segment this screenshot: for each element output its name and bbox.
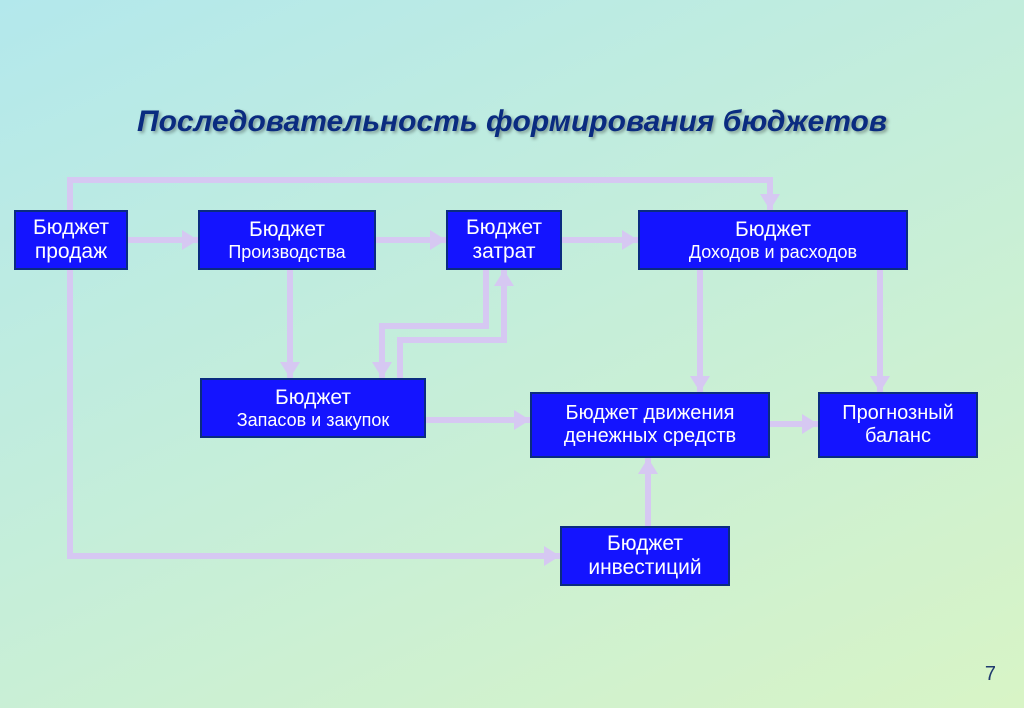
node-balance-line1: Прогнозный [842, 402, 954, 425]
node-supplies-line2: Запасов и закупок [237, 410, 389, 431]
node-pnl-line2: Доходов и расходов [689, 242, 857, 263]
node-balance: Прогнозныйбаланс [818, 392, 978, 458]
node-production-line2: Производства [228, 242, 345, 263]
node-cashflow: Бюджет движенияденежных средств [530, 392, 770, 458]
node-invest-line2: инвестиций [588, 556, 701, 580]
node-costs: Бюджетзатрат [446, 210, 562, 270]
slide-canvas: Последовательность формирования бюджетов… [0, 0, 1024, 708]
node-cashflow-line1: Бюджет движения [566, 402, 735, 425]
node-production: БюджетПроизводства [198, 210, 376, 270]
node-pnl: БюджетДоходов и расходов [638, 210, 908, 270]
slide-title: Последовательность формирования бюджетов [0, 105, 1024, 139]
node-sales: Бюджетпродаж [14, 210, 128, 270]
node-pnl-line1: Бюджет [735, 218, 811, 242]
node-invest-line1: Бюджет [607, 532, 683, 556]
node-supplies-line1: Бюджет [275, 386, 351, 410]
node-cashflow-line2: денежных средств [564, 425, 736, 448]
node-costs-line2: затрат [473, 240, 536, 264]
page-number: 7 [985, 663, 996, 686]
node-invest: Бюджетинвестиций [560, 526, 730, 586]
node-sales-line1: Бюджет [33, 216, 109, 240]
node-costs-line1: Бюджет [466, 216, 542, 240]
node-supplies: БюджетЗапасов и закупок [200, 378, 426, 438]
node-production-line1: Бюджет [249, 218, 325, 242]
node-balance-line2: баланс [865, 425, 931, 448]
node-sales-line2: продаж [35, 240, 107, 264]
